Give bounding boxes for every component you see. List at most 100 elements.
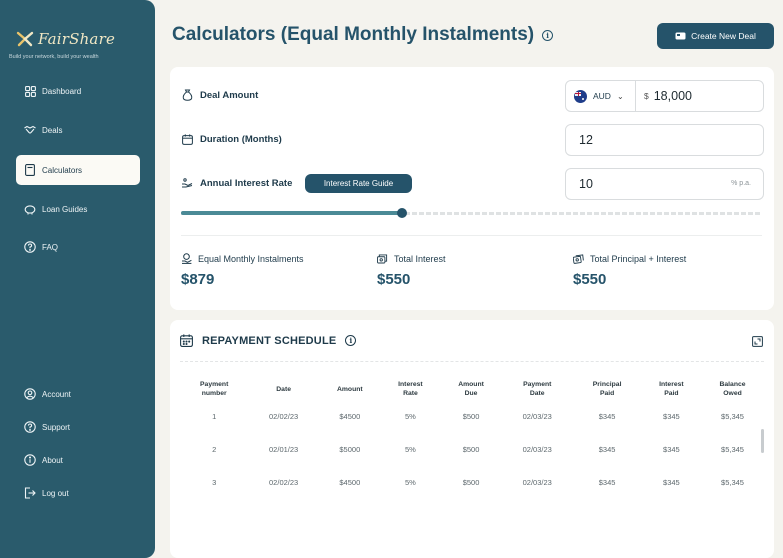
stat-value: $550 [377,271,411,288]
percent-hand-icon [181,177,193,189]
interest-rate-suffix: % p.a. [731,180,751,187]
sidebar-item-label: Dashboard [42,86,82,96]
brand-logo[interactable]: FairShare [16,30,115,48]
support-icon [24,421,36,433]
interest-rate-field: 10 % p.a. [565,168,764,200]
table-row[interactable]: 3 02/02/23 $4500 5% $500 02/03/23 $345 $345 $5,3… [180,466,764,499]
deal-card-icon [675,32,686,40]
brand-name: FairShare [38,30,116,48]
stat-total-interest: Total Interest $550 [377,253,446,289]
cell-interest-rate: 5% [405,445,416,454]
page-title-text: Calculators (Equal Monthly Instalments) [172,24,535,45]
calculator-icon [24,164,36,176]
cell-payment-date: 02/03/23 [522,478,552,487]
column-header-text: Paid [599,390,615,397]
column-header-text: Payment [200,381,229,388]
calculator-card: Deal Amount AUD ⌄ $ 18,000 Duration (Mon… [170,67,774,310]
expand-icon[interactable] [752,336,763,347]
column-header-text: Paid [664,390,679,397]
sidebar-item-dashboard[interactable]: Dashboard [16,76,140,106]
duration-input[interactable]: 12 [565,124,764,156]
sidebar-item-loan-guides[interactable]: Loan Guides [16,194,140,224]
fairshare-logo-icon [16,31,34,47]
interest-rate-slider-thumb[interactable] [396,208,407,218]
cash-icon [573,253,584,264]
money-bag-icon [181,89,193,101]
stat-label: Total Interest [394,253,446,264]
sidebar-item-label: Calculators [42,165,83,175]
currency-symbol: $ [644,91,649,101]
stat-value: $879 [181,271,215,288]
column-header-amount: Amount [319,378,381,400]
sidebar-item-account[interactable]: Account [16,379,140,409]
create-new-deal-button[interactable]: Create New Deal [657,23,774,49]
currency-code: AUD [593,91,611,101]
cell-payment-date: 02/03/23 [522,445,552,454]
sidebar: FairShare Build your network, build your… [0,0,155,558]
repayment-schedule-card: REPAYMENT SCHEDULE i Payment number Date Am… [170,320,774,558]
table-row[interactable]: 1 02/02/23 $4500 5% $500 02/03/23 $345 $345 $5,3… [180,400,764,433]
column-header-text: Date [529,390,545,397]
cell-date: 02/01/23 [269,445,299,454]
deal-amount-label-text: Deal Amount [200,89,259,101]
currency-select[interactable]: AUD ⌄ [566,81,636,111]
column-header-amount-due: Amount Due [440,378,502,400]
money-bag-icon [181,253,192,264]
sidebar-item-support[interactable]: Support [16,412,140,442]
duration-label-text: Duration (Months) [200,133,282,145]
cell-balance-owed: $5,345 [721,478,744,487]
interest-rate-input[interactable]: 10 [579,177,593,191]
column-header-interest-rate: Interest Rate [381,378,440,400]
repayment-table: Payment number Date Amount Interest Rate Amoun… [180,378,764,499]
repayment-schedule-title: REPAYMENT SCHEDULE [202,334,337,347]
sidebar-item-faq[interactable]: FAQ [16,232,140,262]
sidebar-item-label: About [42,455,63,465]
logout-icon [24,487,36,499]
sidebar-item-deals[interactable]: Deals [16,115,140,145]
column-header-text: Payment [523,381,552,388]
schedule-divider [180,361,764,362]
repayment-schedule-header: REPAYMENT SCHEDULE i [180,334,357,347]
table-row[interactable]: 2 02/01/23 $5000 5% $500 02/03/23 $345 $345 $5,3… [180,433,764,466]
cell-balance-owed: $5,345 [721,445,744,454]
interest-rate-guide-button[interactable]: Interest Rate Guide [305,174,412,193]
sidebar-item-calculators[interactable]: Calculators [16,155,140,185]
table-scrollbar[interactable] [761,429,764,453]
cash-stack-icon [377,253,388,264]
calendar-icon [180,334,193,347]
cell-principal-paid: $345 [598,445,616,454]
sidebar-item-log-out[interactable]: Log out [16,478,140,508]
duration-label: Duration (Months) [181,133,282,145]
cell-payment-date: 02/03/23 [522,412,552,421]
interest-rate-label-text: Annual Interest Rate [200,177,293,189]
cell-principal-paid: $345 [598,478,616,487]
deal-amount-field: AUD ⌄ $ 18,000 [565,80,764,112]
cell-interest-rate: 5% [405,478,416,487]
column-header-text: Interest [659,381,684,388]
table-header-row: Payment number Date Amount Interest Rate Amoun… [180,378,764,400]
cell-amount: $4500 [339,478,361,487]
info-icon [24,454,36,466]
cell-payment-number: 1 [212,412,217,421]
cell-interest-rate: 5% [405,412,416,421]
column-header-text: Balance [719,381,746,388]
column-header-text: Amount [336,385,363,393]
column-header-payment-date: Payment Date [502,378,572,400]
sidebar-item-about[interactable]: About [16,445,140,475]
column-header-text: Interest [398,381,423,388]
cell-interest-paid: $345 [663,412,680,421]
info-icon[interactable]: i [542,29,554,41]
deal-amount-label: Deal Amount [181,89,258,101]
sidebar-item-label: FAQ [42,242,59,252]
sidebar-item-label: Loan Guides [42,204,88,214]
deal-amount-input[interactable]: 18,000 [653,89,692,103]
cell-interest-paid: $345 [663,478,680,487]
stat-total-principal-interest: Total Principal + Interest $550 [573,253,686,288]
column-header-text: Principal [592,381,622,388]
sidebar-item-label: Support [42,422,71,432]
info-icon[interactable]: i [345,335,357,346]
sidebar-item-label: Deals [42,125,63,135]
brand-tagline: Build your network, build your wealth [9,54,99,60]
cell-amount-due: $500 [462,445,480,454]
interest-rate-slider-track[interactable] [181,212,762,215]
